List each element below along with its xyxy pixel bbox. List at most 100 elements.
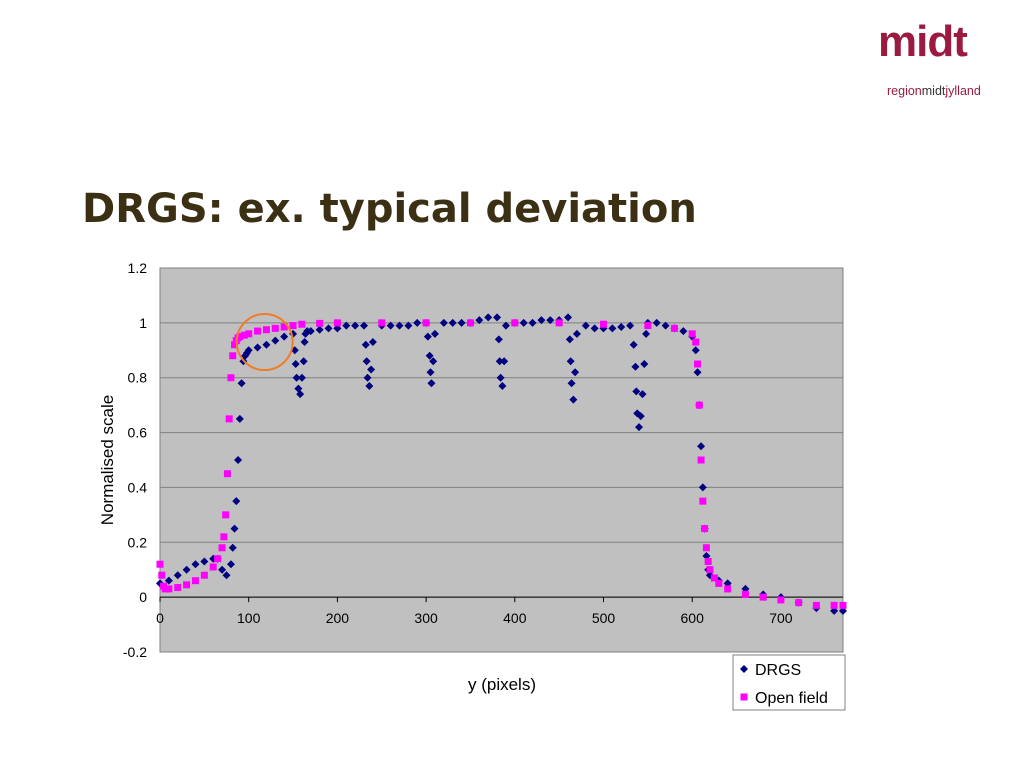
x-tick-label: 300	[414, 610, 438, 626]
drgs-point	[546, 316, 555, 325]
logo-sub-prefix: region	[887, 84, 922, 98]
drgs-point	[567, 379, 576, 388]
open-field-point	[209, 563, 217, 571]
slide-title: DRGS: ex. typical deviation	[82, 186, 697, 232]
open-field-point	[795, 599, 803, 607]
x-tick-label: 700	[769, 610, 793, 626]
drgs-point	[362, 357, 371, 366]
open-field-point	[254, 327, 262, 335]
drgs-point	[226, 560, 235, 569]
open-field-point	[839, 601, 847, 609]
drgs-point	[439, 318, 448, 327]
open-field-point	[240, 331, 248, 339]
series-drgs	[156, 313, 847, 615]
drgs-point	[315, 325, 324, 334]
open-field-point	[245, 330, 253, 338]
drgs-point	[299, 357, 308, 366]
drgs-point	[222, 571, 231, 580]
open-field-point	[644, 322, 652, 330]
open-field-point	[316, 319, 324, 327]
drgs-point	[457, 318, 466, 327]
drgs-point	[661, 321, 670, 330]
drgs-point	[237, 379, 246, 388]
drgs-point	[413, 318, 422, 327]
drgs-point	[324, 324, 333, 333]
x-axis-label: y (pixels)	[468, 675, 536, 694]
open-field-point	[280, 323, 288, 331]
logo-sub-suffix: jylland	[945, 84, 981, 98]
series-open-field	[156, 319, 847, 609]
open-field-point	[378, 319, 386, 327]
open-field-point	[830, 601, 838, 609]
drgs-point	[235, 414, 244, 423]
drgs-point	[395, 321, 404, 330]
y-axis: -0.2 0 0.2 0.4 0.6 0.8 1 1.2	[123, 260, 147, 660]
drgs-point	[571, 368, 580, 377]
open-field-point	[688, 330, 696, 338]
drgs-point	[218, 565, 227, 574]
open-field-point	[231, 341, 239, 349]
open-field-point	[191, 577, 199, 585]
drgs-point	[292, 373, 301, 382]
drgs-point	[291, 360, 300, 368]
drgs-point	[253, 343, 262, 352]
open-field-point	[706, 566, 714, 574]
drgs-point	[427, 379, 436, 388]
drgs-point	[386, 321, 395, 330]
y-tick-label: 1	[139, 315, 147, 331]
drgs-point	[500, 357, 509, 366]
drgs-point	[693, 368, 702, 377]
open-field-point	[333, 319, 341, 327]
legend-label: Open field	[755, 690, 828, 707]
open-field-point	[289, 322, 297, 330]
drgs-point	[271, 336, 280, 345]
open-field-point	[555, 319, 563, 327]
drgs-point	[230, 524, 239, 533]
drgs-point	[519, 318, 528, 327]
drgs-point	[306, 327, 315, 336]
y-tick-label: 0.6	[128, 425, 148, 441]
x-axis: 0 100 200 300 400 500 600 700	[156, 596, 843, 626]
drgs-point	[632, 387, 641, 396]
open-field-point	[298, 320, 306, 328]
drgs-point	[367, 365, 376, 374]
drgs-point	[691, 346, 700, 355]
drgs-point	[365, 381, 374, 390]
drgs-point	[360, 321, 369, 330]
open-field-point	[741, 590, 749, 598]
region-midtjylland-logo: midt regionmidtjylland	[878, 20, 1008, 99]
drgs-point	[182, 565, 191, 574]
drgs-point	[425, 351, 434, 360]
open-field-point	[223, 470, 231, 478]
open-field-point	[670, 324, 678, 332]
drgs-point	[590, 324, 599, 333]
drgs-point	[484, 313, 493, 322]
open-field-point	[200, 571, 208, 579]
drgs-point	[564, 313, 573, 322]
drgs-point	[363, 373, 372, 382]
drgs-point	[528, 318, 537, 327]
open-field-point	[156, 560, 164, 568]
x-tick-label: 100	[237, 610, 261, 626]
drgs-point	[565, 335, 574, 344]
drgs-point	[296, 390, 305, 399]
drgs-point	[404, 321, 413, 330]
drgs-point	[640, 360, 649, 368]
drgs-point	[608, 324, 617, 333]
open-field-point	[225, 415, 233, 423]
y-tick-label: -0.2	[123, 644, 147, 660]
x-tick-label: 600	[681, 610, 705, 626]
open-field-point	[422, 319, 430, 327]
open-field-point	[695, 401, 703, 409]
logo-sub-mid: midt	[921, 84, 946, 98]
open-field-point	[183, 581, 191, 589]
drgs-point	[572, 329, 581, 338]
open-field-point	[218, 544, 226, 552]
open-field-point	[174, 584, 182, 592]
open-field-point	[220, 533, 228, 541]
annotation-layer	[235, 313, 294, 372]
open-field-point	[262, 326, 270, 334]
legend-label: DRGS	[755, 662, 801, 679]
series-layer	[156, 313, 847, 615]
drgs-point	[496, 373, 505, 382]
